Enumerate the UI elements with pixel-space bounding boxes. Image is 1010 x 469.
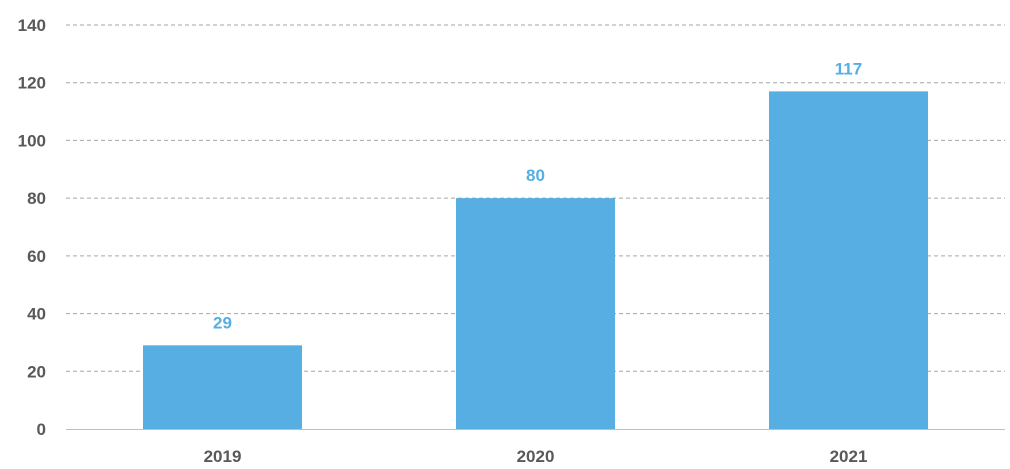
bar-2021 <box>769 91 928 429</box>
y-tick-label: 80 <box>27 189 46 208</box>
y-tick-label: 60 <box>27 247 46 266</box>
bar-2019 <box>143 345 302 429</box>
y-tick-label: 140 <box>18 16 46 35</box>
x-tick-label-2021: 2021 <box>830 447 868 466</box>
y-tick-label: 0 <box>37 420 46 439</box>
data-label-2019: 29 <box>213 313 232 332</box>
data-label-2021: 117 <box>835 59 862 78</box>
data-labels: 29 80 117 <box>213 59 862 332</box>
y-tick-label: 100 <box>18 131 46 150</box>
bars <box>143 91 928 429</box>
y-tick-label: 120 <box>18 74 46 93</box>
x-tick-label-2020: 2020 <box>517 447 555 466</box>
y-axis-ticks: 0 20 40 60 80 100 120 140 <box>18 16 46 439</box>
y-tick-label: 20 <box>27 362 46 381</box>
y-tick-label: 40 <box>27 305 46 324</box>
data-label-2020: 80 <box>526 166 545 185</box>
x-tick-label-2019: 2019 <box>204 447 242 466</box>
x-axis-ticks: 2019 2020 2021 <box>204 447 868 466</box>
bar-2020 <box>456 198 615 429</box>
